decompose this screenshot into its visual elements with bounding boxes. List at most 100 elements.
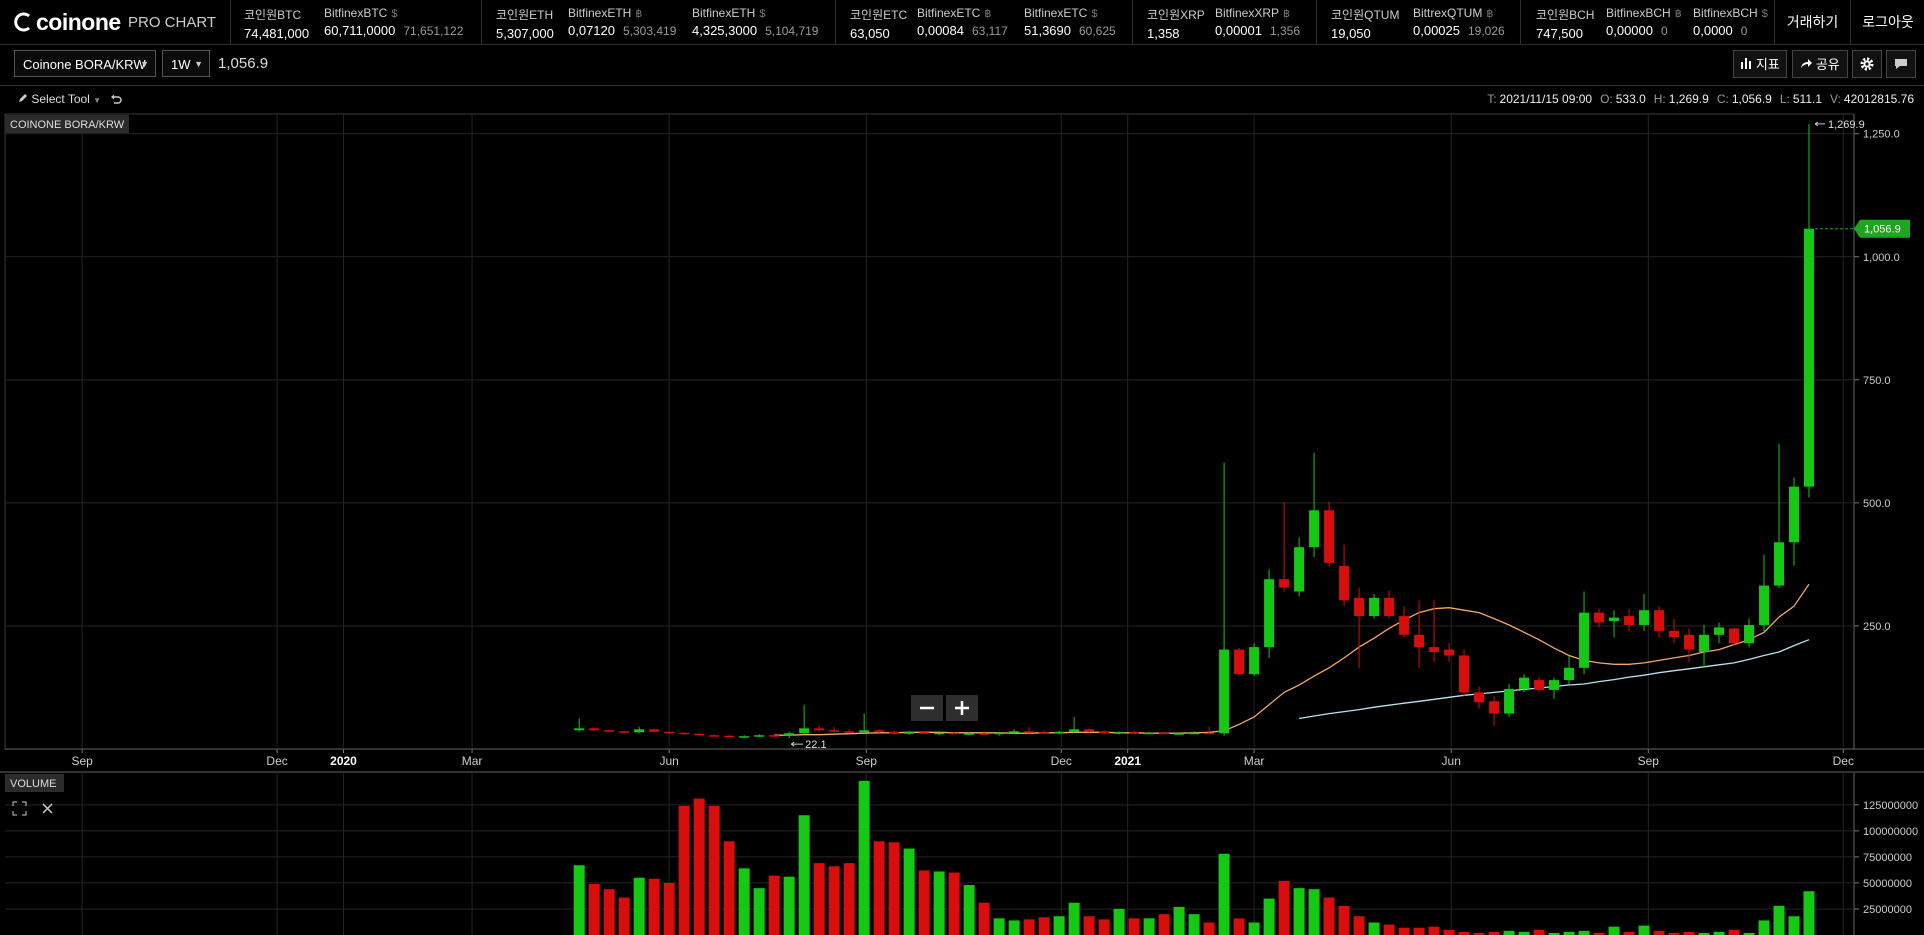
volume-bar	[1293, 888, 1305, 935]
close-icon[interactable]	[42, 803, 53, 814]
ticker-unit: $	[759, 8, 766, 20]
ticker-price: 4,325,3000	[692, 23, 758, 38]
chat-button[interactable]	[1886, 50, 1916, 78]
ticker-krw: 5,303,419	[623, 24, 677, 38]
candle-body	[1099, 731, 1110, 734]
last-price-label: 1,056.9	[1864, 224, 1901, 236]
legend-key: L:	[1779, 92, 1790, 106]
volume-bar	[1473, 932, 1485, 935]
volume-bar	[993, 918, 1005, 935]
ticker-price: 0,00025	[1413, 23, 1460, 38]
candle-body	[874, 730, 885, 732]
ticker: BitfinexETH ฿ 0,07120 5,303,419	[568, 6, 676, 38]
ticker-price: 0,00000	[1606, 23, 1653, 38]
candle-body	[844, 731, 855, 733]
candle-body	[664, 731, 675, 734]
volume-bar	[1458, 931, 1470, 935]
select-tool-label: Select Tool	[31, 92, 90, 106]
volume-bar	[1083, 916, 1095, 935]
volume-bar	[828, 866, 840, 935]
logout-button[interactable]: 로그아웃	[1850, 0, 1924, 44]
interval: 1W	[171, 57, 191, 72]
volume-bar	[1773, 905, 1785, 935]
candle-body	[1354, 597, 1365, 617]
settings-button[interactable]	[1852, 50, 1882, 78]
volume-bar	[798, 815, 810, 935]
ticker-name-row: BitfinexBTC $	[324, 6, 463, 20]
volume-bar	[1593, 932, 1605, 935]
separator	[230, 0, 231, 44]
high-label: 1,269.9	[1828, 119, 1865, 131]
panel-label-box	[5, 774, 64, 792]
volume-bar	[783, 876, 795, 935]
candle-body	[1324, 510, 1335, 563]
candle-body	[1429, 647, 1440, 653]
legend-value: 1,056.9	[1731, 92, 1772, 106]
candle-body	[1474, 692, 1485, 703]
select-tool[interactable]: Select Tool ▼	[18, 92, 101, 106]
trade-button[interactable]: 거래하기	[1774, 0, 1850, 44]
interval-select[interactable]: 1W ▼	[162, 50, 210, 77]
panel-label-box	[5, 115, 129, 133]
volume-bar	[1533, 929, 1545, 935]
volume-bar	[843, 863, 855, 935]
ticker-name: 코인원ETC	[850, 8, 908, 22]
price-panel-frame	[4, 113, 1855, 750]
volume-bar	[1368, 922, 1380, 935]
volume-bar	[963, 885, 975, 935]
volume-bar	[858, 780, 870, 935]
separator	[1132, 0, 1133, 44]
indicator-button[interactable]: 지표	[1733, 50, 1787, 78]
maximize-icon[interactable]	[12, 801, 27, 816]
undo-icon[interactable]	[110, 93, 122, 105]
ticker-name-row: BitfinexBCH ฿	[1606, 6, 1682, 20]
ticker-name: BitfinexBCH	[1693, 6, 1758, 20]
volume-bar	[723, 841, 735, 935]
volume-bar	[1113, 908, 1125, 935]
volume-bar	[1638, 925, 1650, 935]
y-tick-label: 125000000	[1863, 800, 1918, 812]
volume-bar	[663, 882, 675, 935]
volume-bar	[573, 865, 585, 935]
volume-bar	[1308, 889, 1320, 935]
volume-bar	[1398, 927, 1410, 935]
candle-body	[1519, 677, 1530, 689]
ticker-name-row: 코인원XRP	[1147, 6, 1205, 23]
candle-body	[1249, 647, 1260, 675]
x-tick-label: Sep	[856, 754, 878, 768]
candle-body	[1009, 731, 1020, 733]
ticker-name-row: 코인원BCH	[1536, 6, 1594, 23]
candle-body	[724, 735, 735, 738]
x-tick-label: Mar	[462, 754, 483, 768]
candle-body	[1639, 610, 1650, 625]
volume-bar	[1068, 902, 1080, 935]
symbol-select[interactable]: Coinone BORA/KRW ▼	[14, 50, 156, 77]
volume-bar	[1038, 917, 1050, 935]
ticker-krw: 71,651,122	[403, 24, 464, 38]
candle-body	[1699, 634, 1710, 653]
y-tick-label: 25000000	[1863, 904, 1912, 916]
volume-bar	[918, 870, 930, 935]
share-button[interactable]: 공유	[1792, 50, 1848, 78]
candle-body	[1774, 542, 1785, 586]
volume-bar	[588, 883, 600, 935]
candle-body	[1729, 628, 1740, 644]
candle-body	[1279, 579, 1290, 588]
last-price-tag	[1854, 219, 1910, 238]
volume-bar	[1413, 927, 1425, 935]
ticker-name-row: BitfinexXRP ฿	[1215, 6, 1300, 20]
candle-body	[859, 730, 870, 733]
volume-bar	[1128, 918, 1140, 935]
ticker-price: 5,307,000	[496, 26, 554, 41]
candle-body	[1504, 688, 1515, 714]
volume-bar	[1518, 931, 1530, 935]
volume-bar	[1008, 920, 1020, 935]
volume-bar	[1338, 905, 1350, 935]
candle-body	[1219, 649, 1230, 734]
volume-bar	[1428, 926, 1440, 935]
candle-body	[934, 732, 945, 735]
volume-bar	[738, 868, 750, 935]
volume-bar	[1143, 918, 1155, 935]
ticker-price: 51,3690	[1024, 23, 1071, 38]
